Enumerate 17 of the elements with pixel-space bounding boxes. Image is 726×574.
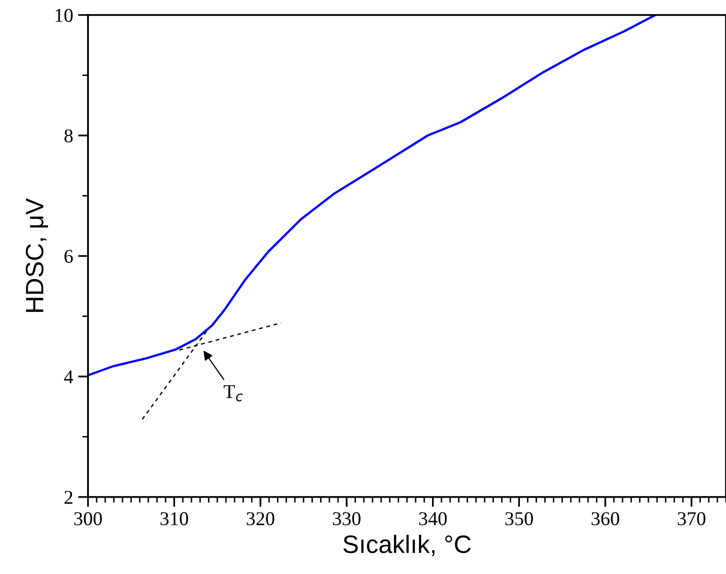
x-tick-label: 310 [160, 512, 188, 526]
x-axis-title: Sıcaklık, °C [343, 534, 471, 556]
x-tick-label: 330 [332, 512, 360, 526]
x-tick-label: 340 [419, 512, 447, 526]
x-tick-label: 350 [505, 512, 533, 526]
y-tick-label: 6 [64, 250, 73, 263]
y-tick-label: 4 [64, 370, 74, 384]
y-axis-title: HDSC, μV [26, 198, 48, 312]
y-tick-label: 8 [64, 129, 73, 142]
annotation: T$_{c}$ [224, 385, 243, 402]
x-tick-label: 370 [678, 512, 706, 526]
x-tick-label: 360 [592, 512, 620, 526]
x-tick-label: 300 [74, 512, 102, 526]
line-series [88, 15, 656, 376]
y-tick-label: 10 [56, 8, 73, 22]
y-tick-label: 2 [64, 490, 72, 504]
x-tick-label: 320 [246, 512, 274, 526]
